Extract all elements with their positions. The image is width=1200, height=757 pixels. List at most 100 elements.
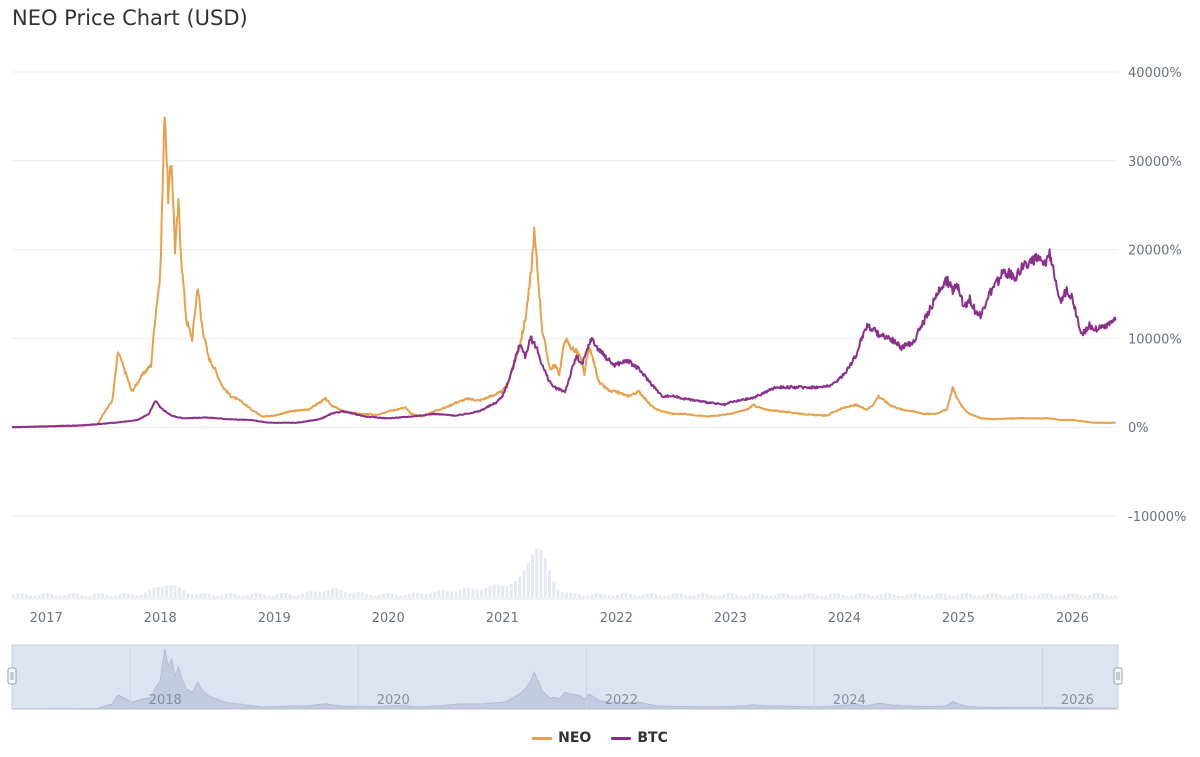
volume-bar bbox=[424, 594, 428, 598]
legend-label-btc: BTC bbox=[637, 730, 668, 746]
volume-bar bbox=[54, 595, 58, 598]
navigator-tick-label: 2026 bbox=[1061, 693, 1094, 708]
x-tick-label: 2020 bbox=[372, 611, 405, 626]
volume-bar bbox=[97, 593, 101, 598]
volume-bar bbox=[973, 595, 977, 598]
volume-bar bbox=[509, 584, 513, 598]
volume-bar bbox=[888, 593, 892, 598]
volume-bar bbox=[930, 594, 934, 598]
volume-bar bbox=[182, 590, 186, 598]
volume-bar bbox=[169, 585, 173, 598]
volume-bar bbox=[501, 585, 505, 598]
volume-bar bbox=[513, 580, 517, 598]
navigator-tick-label: 2018 bbox=[149, 693, 182, 708]
volume-bar bbox=[203, 592, 207, 598]
volume-bar bbox=[841, 595, 845, 598]
volume-bar bbox=[314, 591, 318, 598]
volume-bar bbox=[756, 593, 760, 598]
volume-bar bbox=[262, 594, 266, 598]
legend-item-neo[interactable]: NEO bbox=[532, 730, 591, 746]
legend-swatch-neo bbox=[532, 736, 553, 740]
volume-bar bbox=[437, 590, 441, 598]
volume-bar bbox=[875, 595, 879, 598]
volume-bar bbox=[20, 593, 24, 598]
volume-bar bbox=[492, 584, 496, 598]
volume-bar bbox=[896, 595, 900, 598]
volume-bar bbox=[547, 570, 551, 598]
volume-bar bbox=[131, 594, 135, 598]
volume-bar bbox=[386, 592, 390, 598]
volume-bar bbox=[241, 595, 245, 598]
volume-bar bbox=[505, 585, 509, 598]
volume-bar bbox=[237, 595, 241, 598]
volume-bar bbox=[977, 595, 981, 598]
volume-bar bbox=[845, 595, 849, 598]
volume-bar bbox=[267, 595, 271, 598]
volume-bar bbox=[530, 554, 534, 598]
legend-item-btc[interactable]: BTC bbox=[611, 730, 668, 746]
volume-bar bbox=[454, 591, 458, 598]
volume-bar bbox=[92, 593, 96, 598]
volume-bar bbox=[258, 593, 262, 598]
volume-bar bbox=[228, 593, 232, 598]
volume-bar bbox=[901, 595, 905, 598]
volume-bar bbox=[573, 592, 577, 598]
volume-bar bbox=[1045, 593, 1049, 598]
volume-bar bbox=[790, 595, 794, 598]
volume-bar bbox=[41, 593, 45, 598]
volume-bar bbox=[662, 595, 666, 598]
volume-bar bbox=[535, 548, 539, 598]
volume-bar bbox=[769, 595, 773, 598]
navigator-handle-left[interactable] bbox=[7, 667, 17, 685]
volume-bar bbox=[1049, 594, 1053, 598]
volume-bar bbox=[624, 593, 628, 598]
volume-bar bbox=[190, 594, 194, 598]
navigator-handle-right[interactable] bbox=[1113, 667, 1123, 685]
navigator-tick-label: 2022 bbox=[605, 693, 638, 708]
volume-bar bbox=[594, 593, 598, 598]
volume-bar bbox=[794, 595, 798, 598]
volume-bar bbox=[339, 589, 343, 598]
volume-bar bbox=[1003, 595, 1007, 598]
volume-bar bbox=[939, 593, 943, 598]
volume-bar bbox=[80, 595, 84, 598]
volume-bar bbox=[1020, 593, 1024, 598]
volume-bar bbox=[343, 591, 347, 598]
volume-bar bbox=[684, 595, 688, 598]
plot-area[interactable] bbox=[11, 116, 1117, 429]
volume-bar bbox=[58, 595, 62, 598]
y-tick-label: 10000% bbox=[1128, 332, 1182, 347]
volume-bar bbox=[369, 595, 373, 598]
volume-bar bbox=[1100, 593, 1104, 598]
volume-bar bbox=[1028, 595, 1032, 598]
volume-bar bbox=[143, 592, 147, 598]
volume-bar bbox=[1032, 595, 1036, 598]
volume-bar bbox=[713, 595, 717, 598]
volume-bar bbox=[284, 593, 288, 598]
volume-bar bbox=[352, 592, 356, 598]
volume-bar bbox=[990, 593, 994, 598]
x-tick-label: 2017 bbox=[30, 611, 63, 626]
range-navigator[interactable]: 2018 2020 2022 2024 2026 bbox=[7, 644, 1123, 710]
volume-bar bbox=[305, 591, 309, 598]
volume-bar bbox=[194, 594, 198, 598]
series-line-neo bbox=[11, 116, 1116, 429]
volume-bar bbox=[556, 589, 560, 598]
volume-bar bbox=[650, 593, 654, 598]
volume-bar bbox=[326, 589, 330, 598]
volume-bar bbox=[335, 588, 339, 598]
volume-bar bbox=[420, 593, 424, 598]
volume-bar bbox=[441, 589, 445, 598]
volume-bar bbox=[582, 595, 586, 598]
volume-bar bbox=[63, 595, 67, 598]
volume-bar bbox=[484, 587, 488, 598]
volume-bar bbox=[71, 593, 75, 598]
volume-bar bbox=[518, 576, 522, 598]
volume-bar bbox=[216, 595, 220, 598]
volume-bar bbox=[156, 587, 160, 598]
volume-bar bbox=[186, 593, 190, 598]
volume-bar bbox=[1075, 594, 1079, 598]
navigator-tick-label: 2024 bbox=[833, 693, 866, 708]
x-tick-label: 2019 bbox=[258, 611, 291, 626]
